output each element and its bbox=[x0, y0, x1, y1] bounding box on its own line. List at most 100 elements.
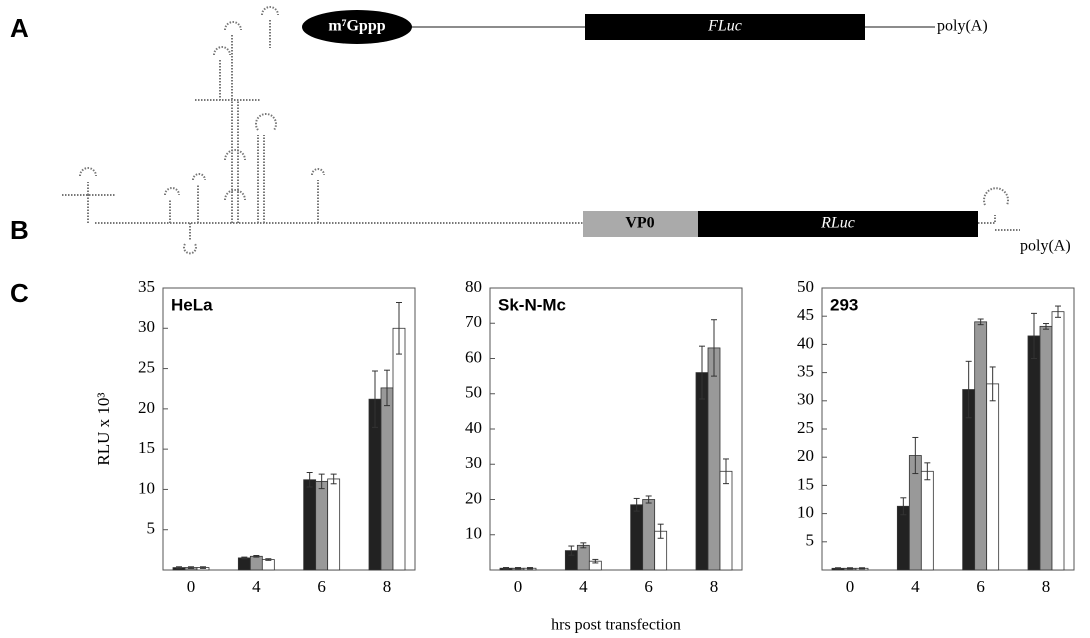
error-bar bbox=[330, 473, 337, 485]
y-tick-label: 70 bbox=[465, 312, 482, 331]
bar bbox=[261, 559, 275, 571]
leader-box bbox=[583, 211, 698, 237]
panel-label: A bbox=[10, 13, 29, 43]
y-tick-label: 45 bbox=[797, 305, 814, 324]
error-bar bbox=[527, 567, 533, 570]
ires-structure bbox=[62, 6, 1020, 255]
bar bbox=[707, 347, 721, 571]
error-bar bbox=[989, 366, 996, 402]
error-bar bbox=[1031, 312, 1037, 359]
bar bbox=[695, 372, 709, 571]
x-tick-label: 8 bbox=[1042, 577, 1051, 596]
x-tick-label: 4 bbox=[579, 577, 588, 596]
error-bar bbox=[965, 360, 972, 419]
bar bbox=[642, 499, 656, 571]
error-bar bbox=[723, 458, 729, 485]
y-tick-label: 15 bbox=[138, 438, 155, 457]
x-tick-label: 0 bbox=[187, 577, 196, 596]
bar bbox=[986, 383, 1000, 571]
y-tick-label: 20 bbox=[138, 398, 155, 417]
error-bar bbox=[835, 567, 841, 570]
x-tick-label: 4 bbox=[911, 577, 920, 596]
error-bar bbox=[699, 345, 705, 400]
x-tick-label: 8 bbox=[383, 577, 392, 596]
bar bbox=[380, 387, 394, 571]
y-tick-label: 25 bbox=[797, 418, 814, 437]
x-tick-label: 0 bbox=[846, 577, 855, 596]
y-tick-label: 20 bbox=[797, 446, 814, 465]
x-axis-label: hrs post transfection bbox=[551, 617, 681, 634]
error-bar bbox=[265, 558, 272, 561]
x-tick-label: 6 bbox=[976, 577, 985, 596]
y-tick-label: 50 bbox=[465, 383, 482, 402]
error-bar bbox=[580, 542, 587, 549]
y-tick-label: 60 bbox=[465, 347, 482, 366]
error-bar bbox=[645, 495, 652, 504]
y-tick-label: 10 bbox=[138, 478, 155, 497]
error-bar bbox=[515, 567, 521, 570]
chart-title: 293 bbox=[830, 295, 858, 314]
chart-title: HeLa bbox=[171, 295, 213, 314]
error-bar bbox=[396, 302, 402, 355]
error-bar bbox=[859, 567, 865, 570]
bar bbox=[630, 504, 644, 571]
chart-title: Sk-N-Mc bbox=[498, 295, 566, 314]
bar bbox=[896, 505, 910, 571]
error-bar bbox=[176, 566, 182, 569]
error-bar bbox=[503, 567, 509, 570]
error-bar bbox=[711, 319, 717, 377]
x-tick-label: 4 bbox=[252, 577, 261, 596]
error-bar bbox=[1043, 323, 1049, 330]
cap-label: m⁷Gppp bbox=[328, 18, 385, 35]
x-tick-label: 8 bbox=[710, 577, 719, 596]
bar bbox=[1039, 325, 1053, 571]
error-bar bbox=[977, 318, 984, 326]
error-bar bbox=[384, 369, 390, 407]
error-bar bbox=[372, 370, 378, 428]
y-tick-label: 5 bbox=[806, 531, 815, 550]
error-bar bbox=[253, 554, 260, 558]
error-bar bbox=[657, 523, 664, 539]
y-tick-label: 20 bbox=[465, 488, 482, 507]
bar bbox=[327, 478, 341, 571]
x-tick-label: 0 bbox=[514, 577, 523, 596]
x-tick-label: 6 bbox=[644, 577, 653, 596]
gene-box bbox=[698, 211, 978, 237]
error-bar bbox=[912, 436, 919, 475]
bar bbox=[974, 321, 988, 571]
bar bbox=[249, 555, 263, 571]
panel-label: B bbox=[10, 215, 29, 245]
y-tick-label: 40 bbox=[797, 333, 814, 352]
y-tick-label: 5 bbox=[147, 519, 156, 538]
y-tick-label: 30 bbox=[465, 453, 482, 472]
gene-label: RLuc bbox=[820, 215, 855, 232]
bar bbox=[920, 470, 934, 571]
x-tick-label: 6 bbox=[317, 577, 326, 596]
error-bar bbox=[900, 497, 907, 516]
panel-label: C bbox=[10, 278, 29, 308]
leader-label: VP0 bbox=[625, 215, 654, 232]
error-bar bbox=[200, 566, 206, 569]
y-tick-label: 40 bbox=[465, 418, 482, 437]
bar bbox=[576, 544, 590, 571]
plot-frame bbox=[162, 287, 416, 571]
error-bar bbox=[188, 566, 194, 569]
error-bar bbox=[924, 462, 931, 481]
tail-label: poly(A) bbox=[1020, 238, 1071, 255]
y-tick-label: 25 bbox=[138, 357, 155, 376]
y-tick-label: 50 bbox=[797, 277, 814, 296]
y-tick-label: 35 bbox=[797, 362, 814, 381]
bar bbox=[392, 327, 406, 571]
bar bbox=[1027, 335, 1041, 571]
error-bar bbox=[847, 567, 853, 570]
y-tick-label: 30 bbox=[797, 390, 814, 409]
error-bar bbox=[241, 556, 248, 560]
y-tick-label: 10 bbox=[797, 503, 814, 522]
error-bar bbox=[633, 497, 640, 512]
y-axis-label: RLU x 10³ bbox=[94, 392, 113, 465]
y-tick-label: 30 bbox=[138, 317, 155, 336]
gene-box bbox=[585, 14, 865, 40]
y-tick-label: 35 bbox=[138, 277, 155, 296]
y-tick-label: 15 bbox=[797, 474, 814, 493]
